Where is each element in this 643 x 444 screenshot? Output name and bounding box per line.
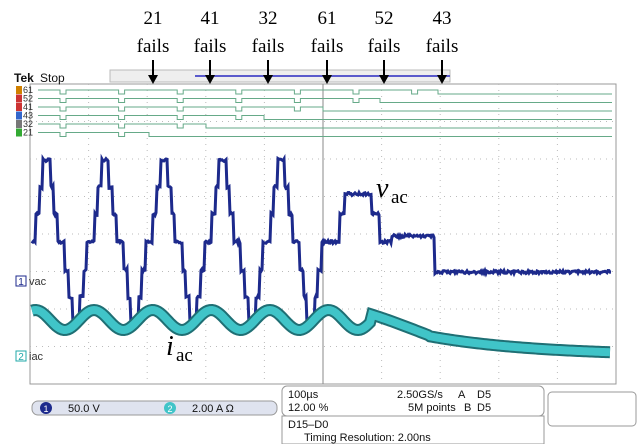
ch1-dot-label: 1: [43, 404, 48, 414]
fail-count: 43: [433, 8, 452, 29]
time-div: 100µs: [288, 389, 319, 401]
ch2-number: 2: [18, 352, 24, 363]
fail-label: fails: [311, 36, 344, 57]
ch2-name: iac: [29, 351, 44, 363]
vac-subscript: ac: [391, 187, 408, 208]
fail-count: 61: [318, 8, 337, 29]
vac-label: v: [376, 173, 389, 204]
fail-label: fails: [426, 36, 459, 57]
fail-count: 52: [375, 8, 394, 29]
channel-label: 21: [23, 128, 33, 138]
iac-subscript: ac: [176, 345, 193, 366]
state: Stop: [40, 71, 65, 85]
fail-label: fails: [252, 36, 285, 57]
trigger-a-source: D5: [477, 389, 491, 401]
fail-label: fails: [194, 36, 227, 57]
fail-label: fails: [368, 36, 401, 57]
trigger-b: B: [464, 402, 471, 414]
ch1-number: 1: [18, 277, 24, 288]
ch1-name: vac: [29, 276, 47, 288]
channel-tag: [16, 129, 22, 137]
page: {"annotations":[{"count":"21","label":"f…: [0, 0, 643, 444]
channel-tag: [16, 112, 22, 120]
record-length: 5M points: [408, 402, 456, 414]
ch1-scale: 50.0 V: [68, 403, 100, 415]
bus-resolution: Timing Resolution: 2.00ns: [304, 432, 431, 444]
trigger-b-source: D5: [477, 402, 491, 414]
bus-name: D15–D0: [288, 419, 328, 431]
trigger-a: A: [458, 389, 466, 401]
channel-tag: [16, 86, 22, 94]
channel-tag: [16, 95, 22, 103]
ch2-dot-label: 2: [167, 404, 172, 414]
figure: Tek Stop 615241433221 21fails41fails32fa…: [0, 0, 643, 444]
fail-label: fails: [137, 36, 170, 57]
sample-rate: 2.50GS/s: [397, 389, 443, 401]
iac-label: i: [166, 331, 174, 362]
position: 12.00 %: [288, 402, 329, 414]
brand: Tek: [14, 71, 34, 85]
datetime-box: [548, 392, 636, 426]
fail-count: 21: [144, 8, 163, 29]
fail-count: 32: [259, 8, 278, 29]
ch2-scale: 2.00 A Ω: [192, 403, 234, 415]
channel-tag: [16, 103, 22, 111]
fail-count: 41: [201, 8, 220, 29]
channel-tag: [16, 120, 22, 128]
